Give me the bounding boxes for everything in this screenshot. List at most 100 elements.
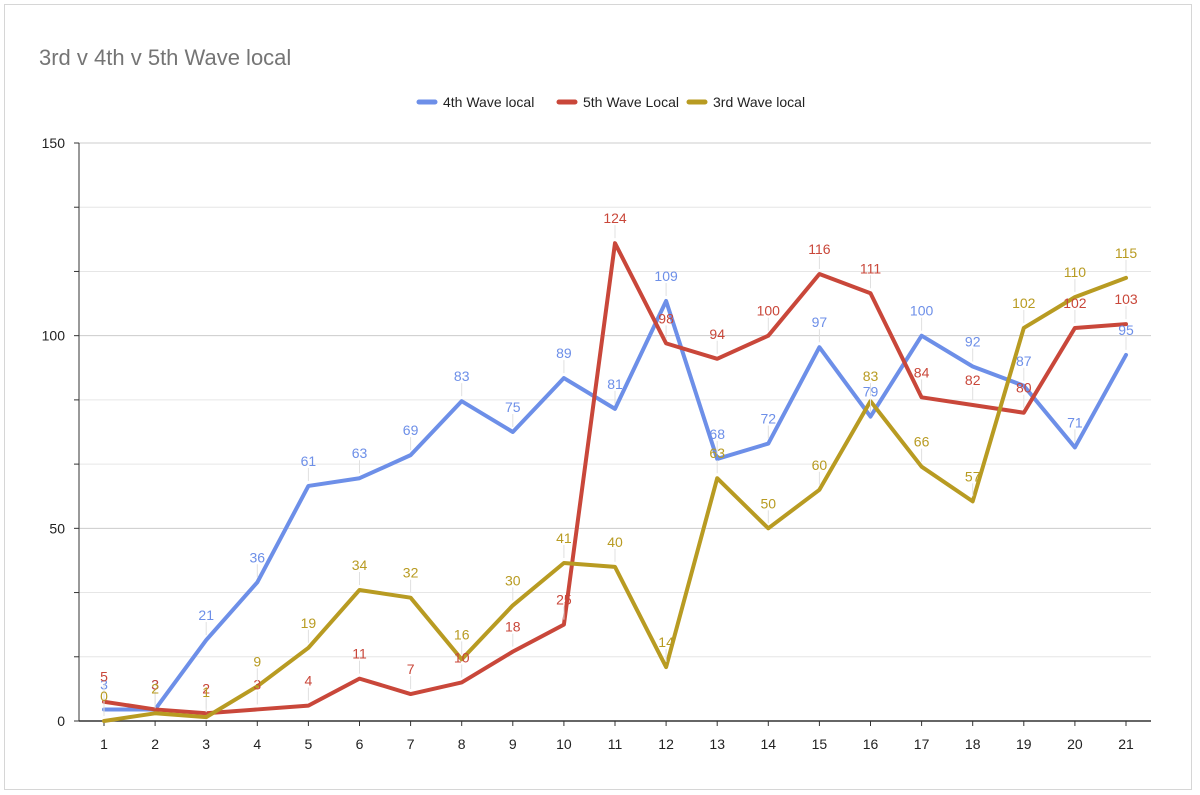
x-tick-label: 2	[151, 736, 159, 752]
x-tick-label: 12	[658, 736, 674, 752]
data-label: 80	[1016, 380, 1032, 396]
data-label: 40	[607, 534, 623, 550]
x-tick-label: 7	[407, 736, 415, 752]
x-axis-tick-labels: 1 2 3 4 5 6 7 8 9 10 11 12 13 14 15 16 17 18 19 20 21	[100, 736, 1134, 752]
x-tick-label: 10	[556, 736, 572, 752]
data-label: 5	[100, 669, 108, 685]
data-label: 19	[301, 615, 317, 631]
data-label: 41	[556, 530, 572, 546]
data-label: 68	[709, 426, 725, 442]
data-label: 3	[151, 676, 159, 692]
data-label: 57	[965, 468, 981, 484]
data-label: 50	[761, 495, 777, 511]
data-label: 34	[352, 557, 368, 573]
x-tick-label: 8	[458, 736, 466, 752]
data-label: 63	[709, 445, 725, 461]
data-label: 16	[454, 626, 470, 642]
series-line	[102, 298, 1128, 712]
data-label: 124	[603, 210, 627, 226]
data-label: 100	[910, 303, 934, 319]
data-label: 61	[301, 453, 317, 469]
x-tick-label: 1	[100, 736, 108, 752]
data-label: 63	[352, 445, 368, 461]
data-label: 103	[1114, 291, 1138, 307]
data-label: 102	[1012, 295, 1036, 311]
data-label: 75	[505, 399, 521, 415]
x-tick-label: 14	[761, 736, 777, 752]
data-label: 109	[654, 268, 678, 284]
data-label: 94	[709, 326, 725, 342]
data-label: 1	[202, 684, 210, 700]
data-label: 95	[1118, 322, 1134, 338]
data-label: 83	[454, 368, 470, 384]
data-label: 9	[253, 653, 261, 669]
data-label: 89	[556, 345, 572, 361]
legend-label: 5th Wave Local	[583, 94, 679, 110]
data-label: 3	[253, 676, 261, 692]
x-tick-label: 15	[812, 736, 828, 752]
x-tick-label: 13	[709, 736, 725, 752]
line-chart: 3rd v 4th v 5th Wave local 4th Wave loca…	[39, 45, 1151, 752]
x-tick-label: 18	[965, 736, 981, 752]
x-tick-label: 16	[863, 736, 879, 752]
data-label: 25	[556, 592, 572, 608]
data-label: 30	[505, 572, 521, 588]
data-label: 3	[151, 676, 159, 692]
data-label: 21	[198, 607, 214, 623]
data-label: 36	[250, 549, 266, 565]
y-tick-label: 150	[42, 135, 66, 151]
data-labels: 3321366163698375898110968729779100928771…	[100, 210, 1138, 716]
gridlines	[79, 142, 1151, 658]
data-label: 14	[658, 634, 674, 650]
data-label: 116	[808, 241, 831, 257]
legend-label: 4th Wave local	[443, 94, 534, 110]
data-label: 102	[1063, 295, 1087, 311]
data-label: 71	[1067, 414, 1083, 430]
x-tick-label: 19	[1016, 736, 1032, 752]
data-label: 92	[965, 333, 981, 349]
x-tick-label: 3	[202, 736, 210, 752]
x-tick-label: 9	[509, 736, 517, 752]
y-tick-label: 0	[57, 713, 65, 729]
x-tick-label: 4	[253, 736, 261, 752]
x-tick-label: 17	[914, 736, 930, 752]
data-label: 60	[812, 457, 828, 473]
y-tick-label: 50	[49, 520, 65, 536]
data-label: 83	[863, 368, 879, 384]
data-label: 111	[860, 260, 881, 276]
data-label: 110	[1064, 264, 1087, 280]
data-label: 32	[403, 565, 419, 581]
y-tick-label: 100	[42, 328, 66, 344]
data-label: 2	[202, 680, 210, 696]
legend: 4th Wave local 5th Wave Local 3rd Wave loc…	[416, 94, 805, 110]
data-label: 10	[454, 649, 470, 665]
data-label: 97	[812, 314, 828, 330]
x-tick-label: 5	[305, 736, 313, 752]
data-label: 0	[100, 688, 108, 704]
x-tick-label: 6	[356, 736, 364, 752]
x-tick-label: 20	[1067, 736, 1083, 752]
axes	[74, 142, 1151, 726]
data-label: 115	[1115, 245, 1138, 261]
chart-title: 3rd v 4th v 5th Wave local	[39, 45, 291, 70]
x-tick-label: 21	[1118, 736, 1134, 752]
data-label: 98	[658, 310, 674, 326]
series-lines	[102, 241, 1128, 723]
data-label: 4	[305, 673, 313, 689]
series-line	[102, 241, 1128, 716]
data-label: 82	[965, 372, 981, 388]
data-label: 18	[505, 619, 521, 635]
chart-frame: 3rd v 4th v 5th Wave local 4th Wave loca…	[4, 4, 1192, 790]
data-label: 100	[757, 303, 781, 319]
data-label: 69	[403, 422, 419, 438]
data-label: 66	[914, 434, 930, 450]
data-label: 7	[407, 661, 415, 677]
y-axis-tick-labels: 0 50 100 150	[42, 135, 66, 729]
data-label: 87	[1016, 353, 1032, 369]
data-label: 11	[352, 646, 367, 662]
data-label: 81	[607, 376, 623, 392]
data-label: 2	[151, 680, 159, 696]
series-line	[102, 275, 1128, 723]
x-tick-label: 11	[608, 736, 623, 752]
data-label: 84	[914, 364, 930, 380]
